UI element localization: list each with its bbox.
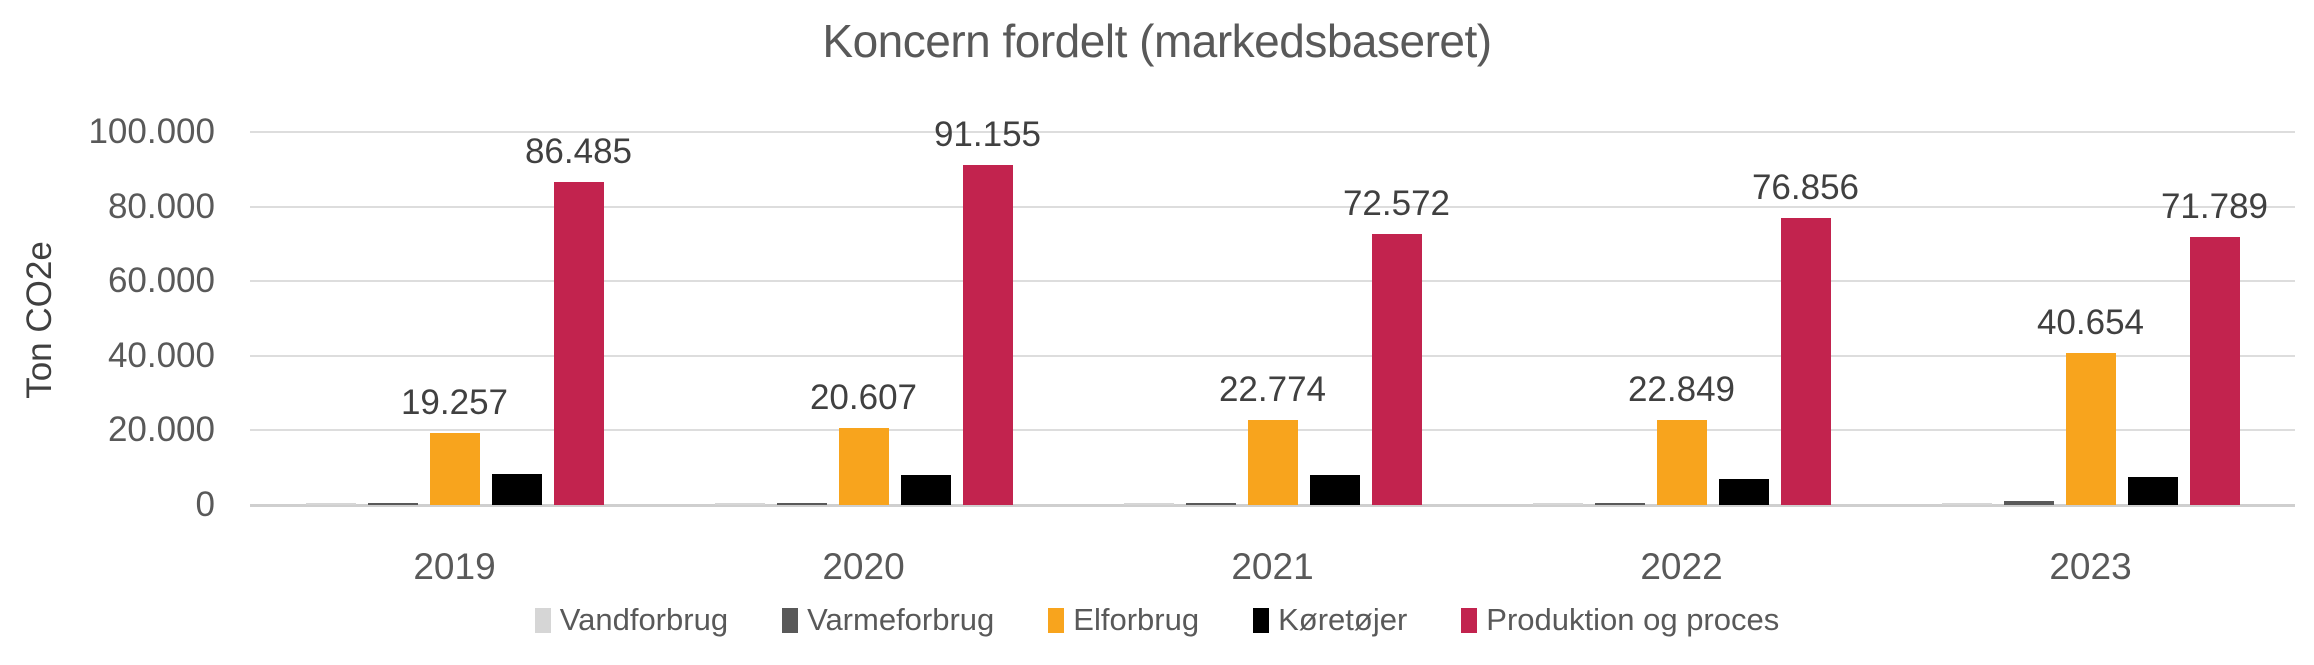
x-axis-label-2021: 2021 xyxy=(1231,546,1314,587)
bar-produktion-og-proces-2022[interactable] xyxy=(1780,218,1831,505)
bar-elforbrug-2020[interactable] xyxy=(838,428,889,505)
bar-varmeforbrug-2022[interactable] xyxy=(1594,503,1645,505)
legend-item-vandforbrug[interactable]: Vandforbrug xyxy=(534,602,729,638)
data-label: 76.856 xyxy=(1751,168,1860,208)
bar-varmeforbrug-2023[interactable] xyxy=(2003,501,2054,505)
bar-elforbrug-2021[interactable] xyxy=(1247,420,1298,505)
legend-swatch-icon xyxy=(1253,607,1270,633)
bar-vandforbrug-2019[interactable] xyxy=(305,503,356,505)
bar-varmeforbrug-2021[interactable] xyxy=(1185,503,1236,505)
x-axis-label-2022: 2022 xyxy=(1640,546,1723,587)
y-tick-label: 20.000 xyxy=(107,410,215,450)
data-label: 91.155 xyxy=(933,114,1042,154)
data-label: 72.572 xyxy=(1342,184,1451,224)
data-label: 22.774 xyxy=(1218,370,1327,410)
chart-title: Koncern fordelt (markedsbaseret) xyxy=(822,15,1492,67)
legend-label: Elforbrug xyxy=(1073,602,1200,637)
bar-produktion-og-proces-2020[interactable] xyxy=(962,164,1013,505)
bar-k-ret-jer-2022[interactable] xyxy=(1718,479,1769,505)
bar-k-ret-jer-2019[interactable] xyxy=(491,474,542,505)
x-axis-label-2023: 2023 xyxy=(2049,546,2132,587)
y-tick-label: 100.000 xyxy=(88,112,215,151)
bar-varmeforbrug-2020[interactable] xyxy=(776,502,827,505)
x-axis-label-2019: 2019 xyxy=(413,546,496,587)
bar-k-ret-jer-2020[interactable] xyxy=(900,475,951,505)
bar-vandforbrug-2021[interactable] xyxy=(1123,503,1174,505)
bar-produktion-og-proces-2023[interactable] xyxy=(2189,237,2240,505)
gridline xyxy=(250,354,2295,357)
data-label: 86.485 xyxy=(524,132,633,172)
legend-item-produktion-og-proces[interactable]: Produktion og proces xyxy=(1461,602,1779,638)
bar-varmeforbrug-2019[interactable] xyxy=(367,503,418,505)
legend-label: Vandforbrug xyxy=(559,602,729,637)
bar-vandforbrug-2023[interactable] xyxy=(1941,503,1992,505)
y-tick-label: 80.000 xyxy=(107,186,215,226)
x-axis-line xyxy=(250,504,2295,507)
legend: Vandforbrug Varmeforbrug Elforbrug Køretøje… xyxy=(0,602,2314,638)
bar-produktion-og-proces-2019[interactable] xyxy=(553,182,604,505)
data-label: 20.607 xyxy=(809,378,918,418)
data-label: 22.849 xyxy=(1627,369,1736,409)
legend-swatch-icon xyxy=(782,607,799,633)
gridline xyxy=(250,205,2295,208)
data-label: 40.654 xyxy=(2036,303,2145,343)
bar-elforbrug-2022[interactable] xyxy=(1656,419,1707,505)
y-tick-label: 60.000 xyxy=(107,261,215,301)
legend-swatch-icon xyxy=(1461,607,1478,633)
bar-elforbrug-2023[interactable] xyxy=(2065,353,2116,505)
legend-label: Varmeforbrug xyxy=(807,602,995,637)
y-tick-label: 0 xyxy=(195,485,215,524)
legend-label: Køretøjer xyxy=(1278,602,1408,637)
bar-produktion-og-proces-2021[interactable] xyxy=(1371,234,1422,505)
y-axis-title: Ton CO2e xyxy=(20,241,59,399)
legend-item-elforbrug[interactable]: Elforbrug xyxy=(1048,602,1199,638)
gridline xyxy=(250,280,2295,283)
data-label: 19.257 xyxy=(400,383,509,423)
legend-label: Produktion og proces xyxy=(1486,602,1780,637)
legend-swatch-icon xyxy=(1048,607,1065,633)
x-axis-label-2020: 2020 xyxy=(822,546,905,587)
bar-vandforbrug-2022[interactable] xyxy=(1532,503,1583,505)
data-label: 71.789 xyxy=(2160,187,2269,227)
legend-swatch-icon xyxy=(534,607,551,633)
legend-item-varmeforbrug[interactable]: Varmeforbrug xyxy=(782,602,994,638)
legend-item-k-ret-jer[interactable]: Køretøjer xyxy=(1253,602,1407,638)
bar-vandforbrug-2020[interactable] xyxy=(714,503,765,505)
gridline xyxy=(250,131,2295,133)
y-tick-label: 40.000 xyxy=(107,335,215,375)
bar-elforbrug-2019[interactable] xyxy=(429,433,480,505)
bar-k-ret-jer-2021[interactable] xyxy=(1309,475,1360,505)
bar-k-ret-jer-2023[interactable] xyxy=(2127,477,2178,505)
